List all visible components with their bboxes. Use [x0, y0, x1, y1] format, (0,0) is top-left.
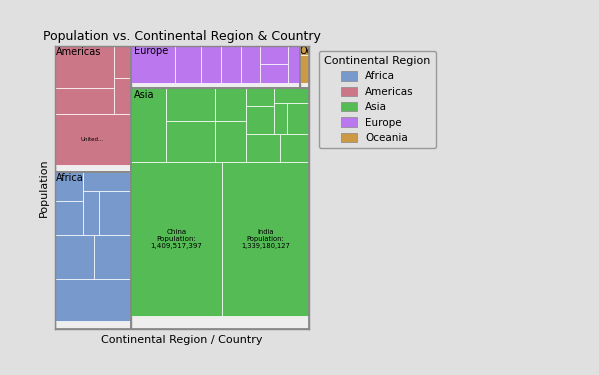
Bar: [55, 171, 131, 330]
Bar: [274, 88, 309, 103]
Bar: [288, 45, 300, 83]
Text: Europe: Europe: [134, 46, 168, 56]
Bar: [55, 235, 94, 279]
Bar: [166, 88, 214, 122]
Bar: [83, 171, 131, 192]
Bar: [114, 78, 131, 114]
Bar: [300, 45, 309, 88]
Bar: [55, 45, 131, 171]
Bar: [300, 45, 309, 55]
Bar: [55, 45, 114, 88]
Y-axis label: Population: Population: [39, 158, 49, 217]
Text: Oceania: Oceania: [300, 46, 340, 56]
Bar: [94, 235, 131, 279]
X-axis label: Continental Region / Country: Continental Region / Country: [101, 335, 262, 345]
Bar: [259, 64, 288, 83]
Text: United...: United...: [81, 136, 104, 141]
Bar: [131, 45, 300, 88]
Bar: [214, 121, 246, 162]
Bar: [175, 45, 201, 83]
Bar: [131, 88, 166, 162]
Bar: [300, 45, 309, 88]
Bar: [131, 88, 309, 330]
Bar: [300, 55, 309, 83]
Bar: [222, 162, 309, 316]
Bar: [55, 279, 131, 321]
Bar: [55, 171, 83, 201]
Bar: [246, 134, 280, 162]
Text: China
Population:
1,409,517,397: China Population: 1,409,517,397: [150, 229, 202, 249]
Bar: [246, 106, 274, 134]
Bar: [55, 171, 131, 330]
Bar: [274, 103, 287, 134]
Bar: [99, 192, 131, 235]
Bar: [241, 45, 259, 83]
Bar: [55, 201, 83, 235]
Bar: [214, 88, 246, 121]
Title: Population vs. Continental Region & Country: Population vs. Continental Region & Coun…: [43, 30, 320, 43]
Text: Americas: Americas: [56, 47, 101, 57]
Text: Asia: Asia: [134, 90, 155, 100]
Text: Africa: Africa: [56, 173, 84, 183]
Bar: [55, 45, 131, 171]
Bar: [166, 122, 214, 162]
Bar: [259, 45, 288, 64]
Bar: [246, 88, 274, 106]
Bar: [201, 45, 221, 83]
Bar: [131, 45, 300, 88]
Bar: [114, 45, 131, 78]
Text: India
Population:
1,339,180,127: India Population: 1,339,180,127: [241, 229, 290, 249]
Bar: [55, 114, 131, 165]
Bar: [131, 88, 309, 330]
Bar: [55, 88, 114, 114]
Bar: [131, 45, 175, 83]
Bar: [131, 162, 222, 316]
Bar: [280, 134, 309, 162]
Bar: [221, 45, 241, 83]
Bar: [83, 192, 99, 235]
Bar: [287, 103, 309, 134]
Legend: Africa, Americas, Asia, Europe, Oceania: Africa, Americas, Asia, Europe, Oceania: [319, 51, 436, 148]
